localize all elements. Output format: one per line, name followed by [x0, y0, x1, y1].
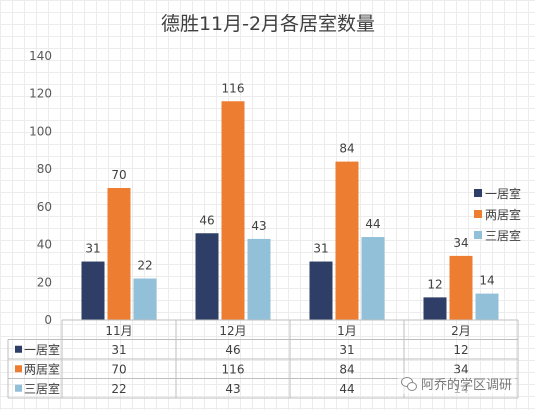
table-cell: 70	[111, 362, 126, 376]
data-label: 31	[313, 242, 328, 256]
bar	[195, 233, 219, 320]
data-label: 44	[365, 217, 380, 231]
bar	[475, 293, 499, 320]
y-tick-label: 0	[44, 313, 52, 327]
legend-label: 三居室	[485, 228, 521, 243]
data-label: 46	[199, 213, 214, 227]
legend-key	[474, 189, 482, 197]
table-legend-key	[15, 365, 22, 373]
x-tick-label: 11月	[105, 324, 132, 338]
y-tick-label: 80	[37, 162, 52, 176]
data-label: 43	[251, 219, 266, 233]
bar	[309, 261, 333, 320]
table-cell: 46	[225, 343, 240, 357]
table-cell: 116	[222, 362, 245, 376]
y-tick-label: 60	[37, 200, 52, 214]
wechat-icon	[401, 377, 417, 391]
table-cell: 31	[111, 343, 126, 357]
legend-key	[474, 210, 482, 218]
data-label: 84	[339, 142, 354, 156]
table-cell: 12	[453, 343, 468, 357]
table-cell: 44	[339, 382, 354, 396]
bar	[107, 188, 131, 320]
data-label: 12	[427, 277, 442, 291]
table-cell: 84	[339, 362, 354, 376]
x-tick-label: 2月	[451, 324, 471, 338]
bars	[81, 101, 499, 320]
table-legend-key	[15, 345, 22, 353]
bar	[221, 101, 245, 320]
watermark: 阿乔的学区调研	[398, 373, 516, 394]
data-label: 31	[85, 242, 100, 256]
chart-title: 德胜11月-2月各居室数量	[161, 13, 375, 35]
data-label: 14	[479, 274, 494, 288]
y-tick-label: 120	[29, 87, 52, 101]
table-cell: 22	[111, 382, 126, 396]
bar	[449, 255, 473, 320]
data-label: 22	[137, 259, 152, 273]
y-axis: 0 20 40 60 80 100 120 140	[29, 49, 52, 327]
bar	[133, 278, 157, 320]
table-legend-key	[15, 384, 22, 392]
x-tick-label: 12月	[219, 324, 246, 338]
data-labels: 31 70 22 46 116 43 31 84 44 12 34 14	[85, 81, 494, 291]
table-cell: 43	[225, 382, 240, 396]
data-label: 34	[453, 236, 468, 250]
data-label: 70	[111, 168, 126, 182]
bar	[423, 297, 447, 320]
table-series-name: 一居室	[24, 342, 60, 357]
table-cell: 34	[453, 362, 468, 376]
legend-label: 一居室	[485, 186, 521, 201]
bar	[335, 161, 359, 320]
legend-key	[474, 231, 482, 239]
x-tick-label: 1月	[337, 324, 357, 338]
legend-label: 两居室	[485, 207, 521, 222]
bar	[247, 238, 271, 320]
data-label: 116	[222, 81, 245, 95]
table-series-name: 三居室	[24, 381, 60, 396]
table-cell: 31	[339, 343, 354, 357]
watermark-text: 阿乔的学区调研	[421, 378, 513, 393]
bar	[361, 237, 385, 320]
table-series-name: 两居室	[24, 361, 60, 376]
y-tick-label: 100	[29, 124, 52, 138]
y-tick-label: 20	[37, 275, 52, 289]
y-tick-label: 140	[29, 49, 52, 63]
bar	[81, 261, 105, 320]
y-tick-label: 40	[37, 238, 52, 252]
